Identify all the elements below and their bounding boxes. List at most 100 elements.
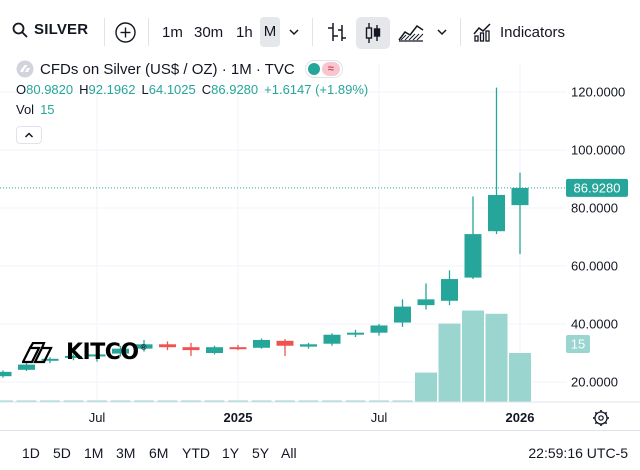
candle-body [88,354,106,357]
candle-body [276,340,294,346]
market-status-pill[interactable]: ≈ [304,60,343,78]
candle-body [65,355,82,358]
candle-body [323,334,341,344]
volume-bar [392,400,413,402]
volume-bar [438,323,461,402]
candle-body [511,187,529,206]
candle-body [18,364,35,370]
indicators-icon [473,23,491,42]
range-5d[interactable]: 5D [53,445,71,461]
range-ytd[interactable]: YTD [182,445,210,461]
toolbar-divider [460,18,461,46]
candle-body [112,348,129,354]
price-scale-tick-label: 40.0000 [571,317,618,332]
price-scale-tick-label: 60.0000 [571,259,618,274]
data-delayed-wave-icon: ≈ [321,62,340,76]
legend-title-row: CFDs on Silver (US$ / OZ) · 1M · TVC ≈ [16,60,343,78]
volume-bar [157,400,178,402]
range-1d[interactable]: 1D [22,445,40,461]
chart-type-dropdown-chevron-icon[interactable] [436,27,448,37]
compare-symbol-icon[interactable] [115,22,136,43]
interval-dropdown-chevron-icon[interactable] [288,27,300,37]
volume-bar [16,400,37,402]
range-5y[interactable]: 5Y [252,445,270,461]
chart-settings-gear-icon[interactable] [593,410,609,426]
volume-bar [485,313,508,402]
bottom-toolbar [0,430,640,470]
top-toolbar: SILVER 1m 30m 1h M [0,0,640,64]
interval-1h[interactable]: 1h [236,24,253,41]
open-label: O [16,82,27,97]
candle-body [394,306,411,323]
toolbar-divider [104,18,105,46]
timezone-clock[interactable]: 22:59:16 UTC-5 [528,445,628,461]
collapse-legend-button[interactable] [16,126,42,144]
volume-bar [251,400,272,402]
candle-body [253,339,270,348]
candle-body [441,279,458,301]
volume-bar [462,310,484,402]
candle-body [370,325,388,333]
range-all[interactable]: All [281,445,297,461]
volume-bar [204,400,225,402]
bar-chart-style-icon[interactable] [326,20,348,44]
candle-body [182,347,200,351]
candle-body [488,194,505,232]
chevron-up-icon [24,132,34,138]
candle-body [229,347,247,350]
volume-badge [566,335,590,353]
volume-bar [298,400,319,402]
volume-value: 15 [40,102,55,117]
high-label: H [79,82,89,97]
time-scale-tick-label: 2026 [506,410,535,425]
low-value: 64.1025 [148,82,196,97]
candle-body [417,299,435,306]
search-icon [12,22,28,37]
kitco-bars-logo-icon [22,341,53,363]
candle-body [347,332,364,335]
volume-bar [87,400,107,402]
interval-monthly[interactable]: M [260,17,280,47]
volume-bar [322,400,342,402]
price-scale-tick-label: 100.0000 [571,143,625,158]
close-label: C [201,82,212,97]
range-6m[interactable]: 6M [149,445,169,461]
volume-bar [228,400,248,402]
indicators-label: Indicators [500,23,566,41]
range-1m[interactable]: 1M [84,445,104,461]
interval-1m[interactable]: 1m [162,24,183,41]
price-chart[interactable]: 20.0000 40.0000 60.0000 80.0000 100.0000 120.… [0,64,640,430]
toolbar-divider [312,18,313,46]
symbol-name: SILVER [34,21,89,38]
volume-badge-label: 15 [571,337,585,352]
indicators-button[interactable]: Indicators [472,22,565,42]
open-value: 80.9820 [26,82,74,97]
volume-bar [369,400,389,402]
kitco-watermark: KITCO ® [22,340,147,365]
last-price-badge [566,178,628,197]
volume-bar [110,400,131,402]
last-price-badge-label: 86.9280 [574,180,621,195]
kitco-wordmark: KITCO [66,340,139,365]
volume-bar [345,400,366,402]
interval-30m[interactable]: 30m [194,24,224,41]
volume-bar [275,400,295,402]
volume-bar [509,353,531,402]
ohlc-values: O 80.9820 H 92.1962 L 64.1025 C 86.9280 +1.6… [16,82,374,97]
close-value: 86.9280 [211,82,259,97]
price-scale-tick-label: 20.0000 [571,375,618,390]
candle-body [159,344,176,348]
candles-icon [365,23,381,43]
symbol-search[interactable]: SILVER [12,21,88,38]
area-chart-style-icon[interactable] [398,22,424,42]
candles-chart-style-button[interactable] [356,17,390,49]
range-1y[interactable]: 1Y [222,445,240,461]
price-scale-tick-label: 120.0000 [571,85,625,100]
time-scale-tick-label: Jul [371,410,388,425]
market-open-dot-icon [307,63,320,75]
kitco-registered-mark: ® [140,343,147,352]
candle-body [0,371,12,377]
range-3m[interactable]: 3M [116,445,136,461]
high-value: 92.1962 [88,82,136,97]
volume-bar [40,400,60,402]
